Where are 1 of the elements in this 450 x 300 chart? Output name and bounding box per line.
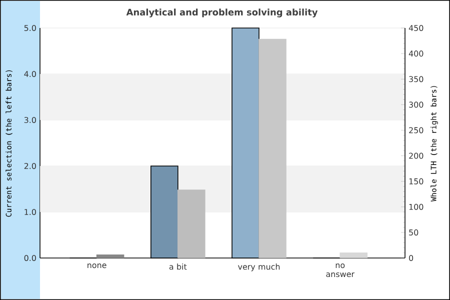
- chart-title: Analytical and problem solving ability: [126, 8, 318, 18]
